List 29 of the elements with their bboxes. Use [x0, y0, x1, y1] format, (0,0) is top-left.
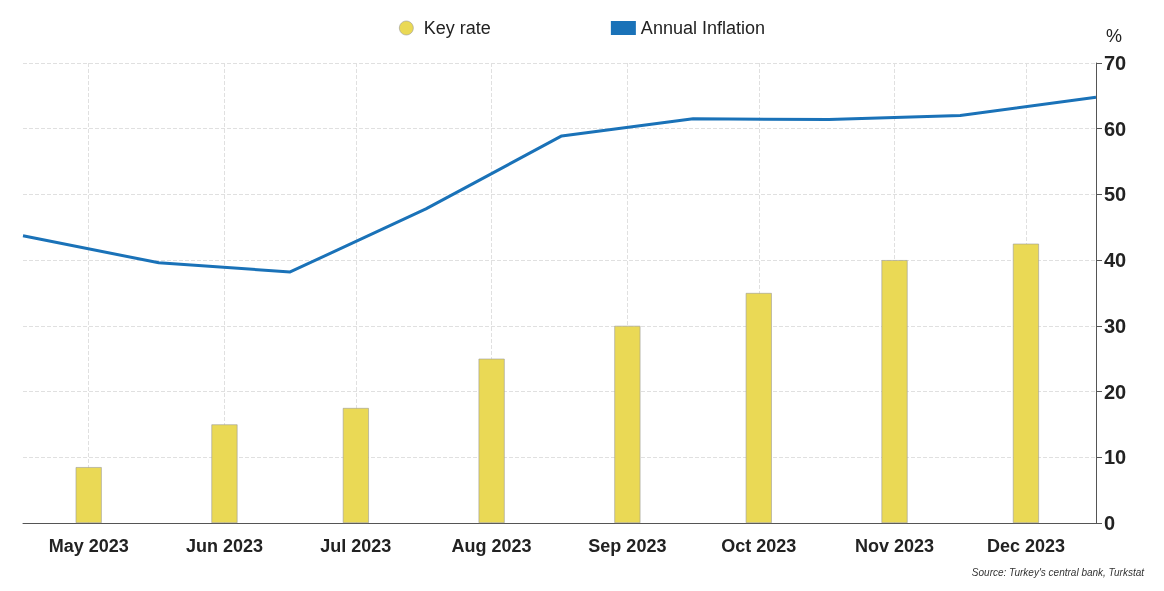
legend-label: Key rate [423, 18, 491, 38]
bar [614, 325, 641, 523]
bar [211, 424, 238, 523]
y-tick-label: 60 [1104, 117, 1127, 140]
line-series [21, 95, 1098, 274]
x-tick-label: May 2023 [48, 536, 129, 556]
x-tick-label: Aug 2023 [451, 536, 532, 556]
bar [342, 408, 369, 523]
bar [478, 358, 505, 523]
y-tick-label: 40 [1104, 249, 1127, 272]
x-tick-label: Jun 2023 [185, 536, 263, 556]
y-tick-label: 0 [1104, 512, 1116, 534]
legend-label: Annual Inflation [640, 18, 765, 38]
x-tick-label: Jul 2023 [320, 536, 392, 556]
bar [881, 260, 908, 523]
x-tick-label: Nov 2023 [855, 536, 935, 556]
y-tick-label: 30 [1104, 314, 1127, 337]
y-tick-label: 20 [1104, 380, 1127, 403]
y-tick-label: 10 [1104, 446, 1127, 469]
x-tick-label: Oct 2023 [721, 536, 797, 556]
bar [1012, 243, 1039, 523]
source-note: Source: Turkey's central bank, Turkstat [971, 566, 1146, 578]
y-axis-title: % [1106, 26, 1123, 46]
x-tick-label: Sep 2023 [588, 536, 667, 556]
x-tick-label: Dec 2023 [986, 536, 1065, 556]
bar [75, 467, 102, 523]
bar [745, 293, 772, 523]
y-tick-label: 70 [1104, 52, 1127, 74]
y-tick-label: 50 [1104, 183, 1127, 206]
